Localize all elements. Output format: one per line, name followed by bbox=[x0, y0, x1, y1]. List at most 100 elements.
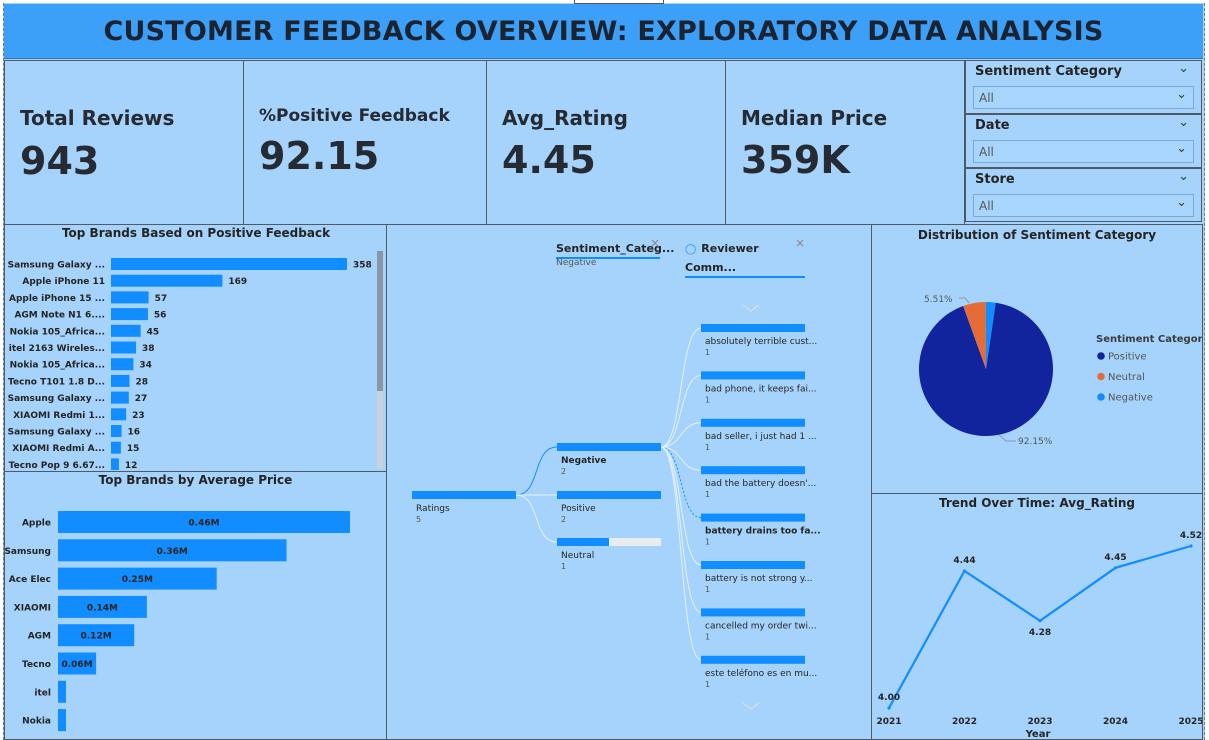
slicer-title: Store bbox=[975, 172, 1015, 187]
data-label: 5.51% bbox=[924, 295, 953, 305]
data-label: 16 bbox=[128, 428, 141, 438]
tree-connector bbox=[660, 422, 702, 448]
slicer-title: Sentiment Category bbox=[975, 64, 1122, 79]
kpi-value: 943 bbox=[20, 139, 100, 183]
chart-positive-feedback-brands[interactable]: Top Brands Based on Positive Feedback Sa… bbox=[4, 224, 387, 472]
data-label: 34 bbox=[139, 361, 152, 371]
tree-node-bar bbox=[557, 443, 661, 451]
tree-node-value: 1 bbox=[705, 395, 710, 404]
tree-node-label: bad seller, i just had 1 ... bbox=[705, 432, 817, 442]
category-label: Samsung bbox=[5, 547, 51, 557]
x-tick-label: 2022 bbox=[952, 717, 977, 727]
category-label: Apple iPhone 15 ... bbox=[9, 294, 105, 304]
lightbulb-icon[interactable]: ◯ bbox=[685, 244, 697, 255]
chart-title: Top Brands by Average Price bbox=[98, 473, 293, 487]
tree-node-value: 1 bbox=[705, 632, 710, 641]
slicer-value: All bbox=[979, 91, 994, 105]
chevron-down-icon[interactable]: ⌄ bbox=[1176, 141, 1187, 156]
tree-node-bar bbox=[701, 513, 805, 522]
bar bbox=[111, 291, 149, 304]
data-point bbox=[1038, 619, 1042, 623]
x-tick-label: 2024 bbox=[1103, 717, 1128, 727]
kpi-card-median-price[interactable]: Median Price 359K bbox=[725, 60, 965, 225]
tree-connector bbox=[660, 446, 702, 613]
bar-chart-svg: Samsung Galaxy ... 358 Apple iPhone 11 169 A… bbox=[8, 258, 372, 470]
chart-average-price-brands[interactable]: Top Brands by Average Price Apple 0.46M Sa… bbox=[4, 471, 387, 740]
bar bbox=[111, 408, 127, 421]
tree-node-label: este teléfono es en mu... bbox=[705, 668, 817, 679]
legend-marker bbox=[1097, 352, 1105, 360]
tree-connector bbox=[515, 446, 558, 496]
data-label: 15 bbox=[127, 444, 140, 454]
slicer-date[interactable]: Date ⌄ All ⌄ bbox=[965, 114, 1202, 168]
chevron-down-icon[interactable]: ⌄ bbox=[1178, 169, 1189, 184]
tree-header-label: Sentiment_Categ... bbox=[556, 242, 675, 255]
slicer-title: Date bbox=[975, 118, 1010, 133]
line-chart-svg: 4.00 2021 4.44 2022 4.28 2023 4.45 2024 4.52 2025… bbox=[876, 531, 1202, 739]
slicer-dropdown[interactable]: All ⌄ bbox=[973, 194, 1194, 217]
tree-node-label: Ratings bbox=[416, 504, 450, 514]
bar bbox=[58, 680, 66, 703]
category-label: Tecno T101 1.8 D... bbox=[8, 377, 105, 387]
tree-node-label: bad phone, it keeps fai... bbox=[705, 384, 817, 394]
bar bbox=[58, 652, 97, 675]
slicer-value: All bbox=[979, 199, 994, 213]
category-label: AGM Note N1 6.... bbox=[14, 311, 105, 321]
category-label: itel bbox=[34, 688, 51, 698]
bar-chart-svg: Apple 0.46M Samsung 0.36M Ace Elec 0.25M XIAOM… bbox=[5, 511, 350, 732]
kpi-card-positive-feedback[interactable]: %Positive Feedback 92.15 bbox=[243, 60, 487, 225]
bar bbox=[58, 709, 66, 732]
decomposition-tree[interactable]: Sentiment_Categ... × Negative ◯ Reviewer… bbox=[386, 224, 872, 740]
tree-node-value: 1 bbox=[705, 585, 710, 594]
tree-node-bar bbox=[701, 561, 805, 569]
pie-slice bbox=[963, 302, 986, 369]
chevron-down-icon[interactable]: ⌄ bbox=[1176, 195, 1187, 210]
tree-node-value: 1 bbox=[705, 490, 710, 499]
data-label: 0.12M bbox=[81, 632, 112, 642]
pie-slice bbox=[919, 302, 1053, 436]
tree-node-value: 1 bbox=[561, 562, 566, 571]
close-icon[interactable]: × bbox=[649, 236, 660, 250]
tree-node-bar bbox=[701, 371, 805, 380]
category-label: Samsung Galaxy ... bbox=[8, 428, 105, 438]
slicer-dropdown[interactable]: All ⌄ bbox=[973, 140, 1194, 163]
report-title: CUSTOMER FEEDBACK OVERVIEW: EXPLORATORY … bbox=[103, 15, 1104, 47]
scrollbar-thumb[interactable] bbox=[377, 251, 383, 391]
decomposition-tree-svg: Ratings5Negative2Positive2Neutral1absolu… bbox=[412, 304, 821, 710]
category-label: Samsung Galaxy ... bbox=[8, 261, 105, 271]
data-label: 56 bbox=[154, 311, 167, 321]
close-icon[interactable]: × bbox=[794, 236, 805, 250]
data-label: 4.00 bbox=[878, 693, 900, 703]
legend-title: Sentiment Category bbox=[1096, 334, 1202, 345]
tree-header-sentiment[interactable]: Sentiment_Categ... × bbox=[556, 236, 674, 259]
leader-line bbox=[959, 297, 970, 304]
chevron-down-icon[interactable]: ⌄ bbox=[1176, 87, 1187, 102]
data-label: 0.25M bbox=[122, 575, 153, 585]
slicer-dropdown[interactable]: All ⌄ bbox=[973, 86, 1194, 109]
chevron-up-icon bbox=[742, 304, 760, 312]
kpi-label: Total Reviews bbox=[20, 106, 175, 130]
kpi-card-total-reviews[interactable]: Total Reviews 943 bbox=[4, 60, 244, 225]
chevron-down-icon[interactable]: ⌄ bbox=[1178, 115, 1189, 130]
chevron-down-icon[interactable]: ⌄ bbox=[1178, 61, 1189, 76]
category-label: Tecno Pop 9 6.67... bbox=[9, 461, 105, 470]
data-label: 27 bbox=[135, 394, 148, 404]
slicer-store[interactable]: Store ⌄ All ⌄ bbox=[965, 168, 1202, 222]
chart-avg-rating-trend[interactable]: Trend Over Time: Avg_Rating 4.00 2021 4.44… bbox=[871, 493, 1203, 740]
x-tick-label: 2021 bbox=[876, 717, 901, 727]
tree-header-comments[interactable]: ◯ Reviewer Comm... × bbox=[685, 236, 805, 278]
tree-node-label: Positive bbox=[561, 504, 596, 514]
scrollbar[interactable] bbox=[377, 251, 383, 469]
kpi-card-avg-rating[interactable]: Avg_Rating 4.45 bbox=[486, 60, 726, 225]
legend-marker bbox=[1097, 372, 1105, 381]
chevron-down-icon bbox=[742, 702, 760, 710]
category-label: Nokia bbox=[22, 717, 51, 727]
data-label: 4.28 bbox=[1029, 628, 1051, 638]
bar bbox=[111, 374, 130, 387]
data-label: 169 bbox=[228, 277, 247, 287]
slicer-sentiment-category[interactable]: Sentiment Category ⌄ All ⌄ bbox=[965, 60, 1202, 114]
tree-node-label: cancelled my order twi... bbox=[705, 621, 817, 631]
data-label: 45 bbox=[147, 327, 160, 337]
chart-sentiment-distribution[interactable]: Distribution of Sentiment Category 5.51%… bbox=[871, 224, 1203, 494]
tree-node-bar bbox=[557, 538, 609, 546]
